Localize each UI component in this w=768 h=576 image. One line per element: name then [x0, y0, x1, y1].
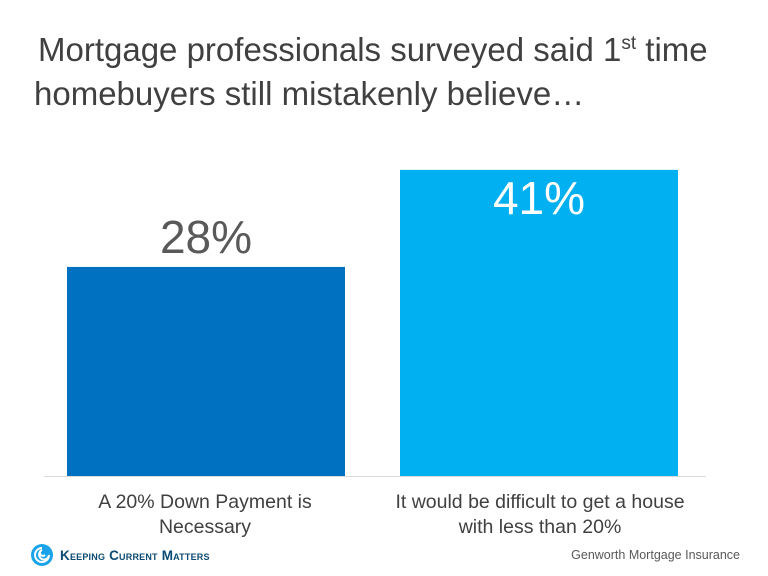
title-line-2: homebuyers still mistakenly believe…: [34, 75, 585, 112]
brand-name: Keeping Current Matters: [60, 547, 210, 563]
x-tick-label-1: A 20% Down Payment is Necessary: [98, 491, 312, 538]
kcm-logo: Keeping Current Matters: [30, 543, 210, 567]
title-line-1: Mortgage professionals surveyed said 1st…: [38, 31, 708, 68]
chart-title: Mortgage professionals surveyed said 1st…: [34, 28, 754, 116]
data-label-1: 28%: [160, 211, 252, 263]
swirl-logo-icon: [31, 544, 53, 566]
data-label-2: 41%: [493, 172, 585, 224]
source-credit: Genworth Mortgage Insurance: [571, 548, 740, 562]
x-tick-label-2: It would be difficult to get a house wit…: [395, 491, 685, 538]
bar-2: [400, 169, 678, 476]
bar-1: [67, 266, 345, 476]
